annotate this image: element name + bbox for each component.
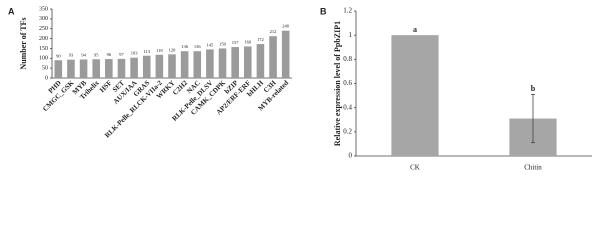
y-tick-label: 0.4 [343, 103, 352, 111]
value-label: 212 [270, 29, 277, 34]
bar [67, 59, 75, 78]
y-tick-label: 0 [45, 75, 48, 81]
y-tick-label: 250 [39, 26, 48, 32]
bar [244, 46, 252, 78]
value-label: 97 [119, 52, 124, 57]
value-label: 172 [257, 37, 264, 42]
y-tick-label: 0 [349, 152, 353, 160]
y-axis-label: Number of TFs [19, 17, 28, 69]
y-tick-label: 200 [39, 36, 48, 42]
value-label: 103 [131, 51, 139, 56]
bar [256, 44, 265, 78]
value-label: 113 [143, 49, 150, 54]
significance-letter: a [413, 25, 417, 34]
x-tick-label: Chitin [524, 164, 542, 172]
y-tick-label: 1 [349, 31, 353, 39]
value-label: 120 [169, 47, 177, 52]
value-label: 240 [282, 24, 290, 29]
y-tick-label: 350 [39, 6, 48, 12]
bar [231, 47, 239, 78]
significance-letter: b [531, 84, 536, 93]
bar [155, 54, 164, 78]
y-tick-label: 0.8 [343, 55, 352, 63]
x-tick-label: HSF [98, 79, 113, 94]
bar [281, 30, 290, 78]
bar [105, 59, 113, 78]
bar [142, 55, 151, 78]
bar [130, 57, 138, 78]
bar [54, 60, 63, 78]
y-axis-label: Relative expression level of PpbZIP1 [333, 21, 342, 146]
x-tick-label: CK [410, 164, 420, 172]
value-label: 136 [194, 44, 202, 49]
panel-label: A [8, 6, 15, 16]
bar [206, 49, 214, 78]
panel-label: B [320, 6, 327, 16]
bar [92, 59, 100, 78]
value-label: 94 [81, 52, 86, 57]
value-label: 136 [181, 44, 189, 49]
y-tick-label: 50 [42, 66, 48, 72]
bar [218, 48, 227, 78]
y-tick-label: 0.6 [343, 79, 352, 87]
bar [168, 54, 176, 78]
bar [193, 51, 202, 78]
value-label: 96 [107, 52, 112, 57]
bar [117, 58, 126, 78]
value-label: 118 [156, 48, 163, 53]
bar [79, 59, 88, 78]
bar [269, 36, 277, 78]
value-label: 95 [94, 52, 99, 57]
y-tick-label: 1.2 [343, 7, 352, 15]
value-label: 150 [219, 41, 227, 46]
bar [391, 35, 439, 156]
y-tick-label: 0.2 [343, 127, 352, 135]
value-label: 157 [232, 40, 240, 45]
value-label: 90 [56, 53, 61, 58]
y-tick-label: 300 [39, 16, 48, 22]
bar [180, 51, 189, 78]
value-label: 93 [69, 53, 74, 58]
value-label: 145 [207, 42, 215, 47]
value-label: 160 [244, 39, 252, 44]
y-tick-label: 150 [39, 46, 48, 52]
y-tick-label: 100 [39, 56, 48, 62]
